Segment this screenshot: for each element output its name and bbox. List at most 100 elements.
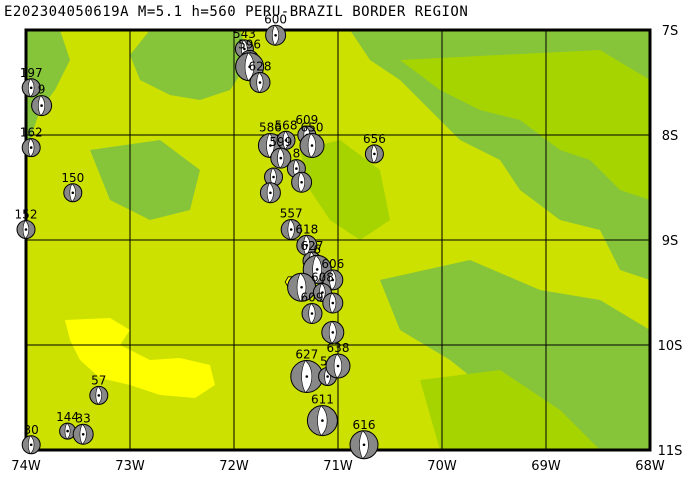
focal-mechanism: 638 xyxy=(325,341,351,379)
event-depth-label: 616 xyxy=(353,418,376,432)
event-depth-label: 557 xyxy=(280,207,303,221)
beachball-center xyxy=(97,394,101,397)
beachball-center xyxy=(373,152,376,156)
beachball-center xyxy=(321,291,324,294)
y-tick-label: 11S xyxy=(658,444,683,459)
event-depth-label: 627 xyxy=(295,348,318,362)
event-depth-label: 152 xyxy=(15,208,38,222)
focal-mechanism xyxy=(322,292,344,314)
x-tick-label: 74W xyxy=(11,459,41,474)
beachball-center xyxy=(300,180,303,184)
event-depth-label: 162 xyxy=(20,126,43,140)
event-depth-label: 609 xyxy=(295,113,318,127)
event-depth-label: 650 xyxy=(301,121,324,135)
beachball-center xyxy=(258,81,262,84)
event-depth-label: 600 xyxy=(264,12,287,26)
focal-mechanism: 611 xyxy=(306,393,338,437)
beachball-center xyxy=(331,278,335,282)
beachball-center xyxy=(272,175,275,179)
beachball-center xyxy=(284,138,288,142)
focal-mechanism xyxy=(287,272,317,302)
upland-area-center xyxy=(90,140,200,220)
focal-mechanism: 656 xyxy=(363,132,386,164)
focal-mechanism xyxy=(321,320,345,344)
beachball-center xyxy=(300,285,303,289)
focal-mechanism: 618 xyxy=(295,222,318,256)
focal-mechanism xyxy=(259,182,281,204)
focal-mechanism: 30 xyxy=(21,423,41,455)
river-plain-area xyxy=(65,318,215,398)
focal-mechanism: 600 xyxy=(264,12,287,46)
beachball-center xyxy=(310,312,314,315)
focal-mechanism: 609 xyxy=(301,291,324,324)
event-depth-label: 627 xyxy=(301,239,324,253)
event-depth-label: 57 xyxy=(91,373,106,387)
beachball-center xyxy=(29,443,33,447)
beachball-center xyxy=(66,429,69,433)
midland-area-center xyxy=(300,140,390,240)
beachball-center xyxy=(71,191,75,195)
focal-mechanism: 608 xyxy=(311,271,334,302)
focal-mechanism: 599 xyxy=(269,135,292,169)
event-depth-label: 9 xyxy=(38,83,46,97)
event-depth-label: 150 xyxy=(61,171,84,185)
beachball-center xyxy=(289,228,293,231)
beachball-center xyxy=(326,375,329,378)
focal-mechanism: 152 xyxy=(15,208,38,239)
focal-mechanism: 144 xyxy=(56,410,79,440)
event-depth-label: 628 xyxy=(249,60,272,74)
event-depth-label: 197 xyxy=(20,66,43,80)
focal-mechanism xyxy=(291,171,313,193)
beachball-center xyxy=(274,33,277,37)
x-tick-label: 68W xyxy=(635,459,665,474)
event-depth-label: 596 xyxy=(238,37,261,51)
focal-mechanism: 33 xyxy=(72,411,94,445)
beachball-center xyxy=(279,156,283,160)
beachball-center xyxy=(40,104,43,107)
event-depth-label: 608 xyxy=(311,271,334,285)
event-depth-label: 6 xyxy=(313,242,321,256)
x-tick-label: 72W xyxy=(219,459,249,474)
y-tick-label: 7S xyxy=(662,24,679,39)
upland-area-southeast xyxy=(380,260,650,450)
beachball-center xyxy=(248,65,251,69)
midland-area-east xyxy=(400,50,650,200)
focal-mechanism: 9 xyxy=(31,83,53,117)
beachball-center xyxy=(331,301,335,305)
x-axis-labels: 74W 73W 72W 71W 70W 69W 68W xyxy=(11,459,665,474)
focal-mechanism: 197 xyxy=(20,66,43,98)
x-tick-label: 71W xyxy=(323,459,353,474)
x-tick-label: 69W xyxy=(531,459,561,474)
midland-area-south xyxy=(420,370,600,450)
focal-mechanism: 627 xyxy=(290,348,324,393)
event-depth-label: 30 xyxy=(24,423,39,437)
beachball-center xyxy=(310,144,314,147)
focal-mechanism: 628 xyxy=(249,60,272,93)
y-tick-label: 9S xyxy=(662,234,679,249)
event-depth-label: 618 xyxy=(295,222,318,236)
beachball-center xyxy=(321,419,324,422)
focal-mechanism: 606 xyxy=(321,257,344,291)
upland-area-north xyxy=(130,30,250,100)
event-depth-label: 543 xyxy=(233,27,256,41)
map-frame xyxy=(24,28,652,452)
event-depth-label: 568 xyxy=(275,118,298,132)
beachball-center xyxy=(24,228,28,231)
beachball-center xyxy=(29,86,33,90)
focal-mechanism: 616 xyxy=(349,418,379,460)
beachball-center xyxy=(315,268,319,271)
event-depth-label: 656 xyxy=(363,132,386,146)
y-tick-label: 8S xyxy=(662,129,679,144)
y-tick-label: 10S xyxy=(658,339,683,354)
event-depth-label: 586 xyxy=(259,121,282,135)
map-title: E202304050619A M=5.1 h=560 PERU-BRAZIL B… xyxy=(4,4,469,20)
beachball-center xyxy=(336,364,340,368)
event-depth-label: 609 xyxy=(301,291,324,305)
beachball-center xyxy=(243,47,246,51)
y-axis-labels: 7S 8S 9S 10S 11S xyxy=(658,24,683,459)
focal-mechanism: 557 xyxy=(280,207,303,240)
event-depth-label: 8 xyxy=(293,147,301,161)
beachball-center xyxy=(305,243,309,247)
event-depth-label: 611 xyxy=(311,393,334,407)
